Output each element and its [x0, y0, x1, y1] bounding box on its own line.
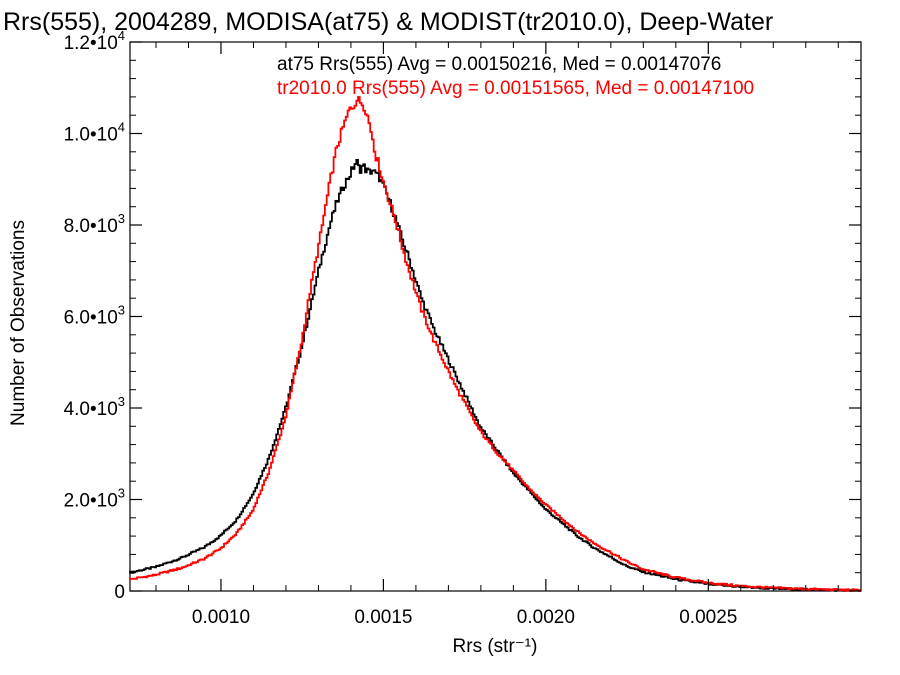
- y-tick-mantissa: 1.2•10: [64, 33, 118, 54]
- y-tick-label: 6.0•103: [64, 303, 125, 329]
- series-line-1: [129, 96, 861, 592]
- y-tick-mantissa: 0: [114, 582, 125, 603]
- y-tick-label: 0: [114, 582, 125, 603]
- plot-area: [129, 41, 862, 592]
- series-line-0: [129, 159, 861, 592]
- x-tick-label: 0.0010: [192, 607, 250, 628]
- y-tick-label: 4.0•103: [64, 394, 125, 420]
- chart-title: Rrs(555), 2004289, MODISA(at75) & MODIST…: [3, 8, 773, 36]
- series-group: [129, 96, 861, 592]
- y-tick-mantissa: 4.0•10: [64, 399, 118, 420]
- y-tick-exponent: 3: [118, 486, 125, 501]
- y-tick-exponent: 3: [118, 394, 125, 409]
- y-tick-mantissa: 6.0•10: [64, 308, 118, 329]
- y-tick-label: 1.2•104: [64, 28, 125, 54]
- x-tick-label: 0.0015: [354, 607, 412, 628]
- legend: at75 Rrs(555) Avg = 0.00150216, Med = 0.…: [277, 54, 754, 99]
- y-axis: 02.0•1034.0•1036.0•1038.0•1031.0•1041.2•…: [64, 28, 861, 603]
- y-axis-label: Number of Observations: [8, 220, 29, 426]
- plot-frame: [129, 41, 862, 592]
- x-axis-label: Rrs (str⁻¹): [453, 636, 538, 657]
- y-tick-mantissa: 8.0•10: [64, 216, 118, 237]
- y-tick-exponent: 4: [118, 28, 125, 43]
- y-tick-label: 8.0•103: [64, 211, 125, 237]
- y-tick-exponent: 3: [118, 303, 125, 318]
- x-tick-label: 0.0020: [517, 607, 575, 628]
- legend-entry-1: tr2010.0 Rrs(555) Avg = 0.00151565, Med …: [277, 78, 754, 99]
- x-tick-label: 0.0025: [679, 607, 737, 628]
- y-tick-label: 1.0•104: [64, 120, 125, 146]
- y-tick-exponent: 4: [118, 120, 125, 135]
- y-tick-mantissa: 1.0•10: [64, 125, 118, 146]
- y-tick-exponent: 3: [118, 211, 125, 226]
- x-axis: 0.0010 0.0015 0.0020 0.0025: [155, 42, 839, 628]
- legend-entry-0: at75 Rrs(555) Avg = 0.00150216, Med = 0.…: [277, 54, 721, 75]
- y-tick-label: 2.0•103: [64, 486, 125, 512]
- y-tick-mantissa: 2.0•10: [64, 491, 118, 512]
